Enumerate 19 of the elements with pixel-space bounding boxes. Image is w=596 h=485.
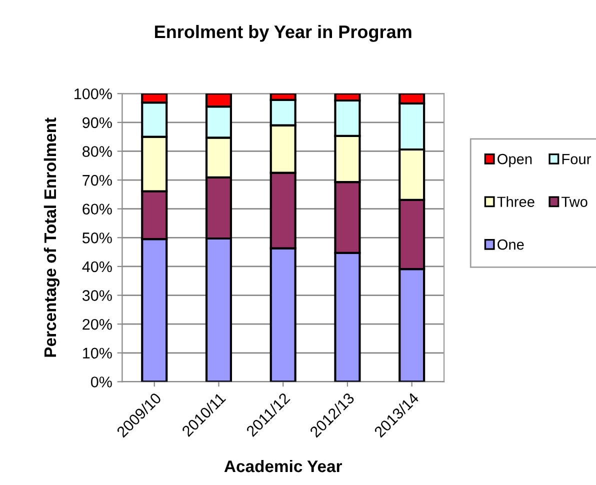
x-axis-title: Academic Year bbox=[224, 460, 342, 472]
y-tick-label: 70% bbox=[82, 174, 112, 186]
y-tick-label: 50% bbox=[82, 232, 112, 244]
y-tick-label: 20% bbox=[82, 318, 112, 330]
y-tick-label: 40% bbox=[82, 261, 112, 272]
y-tick-label: 80% bbox=[82, 146, 112, 157]
legend-label: Two bbox=[562, 196, 588, 207]
legend-label: Four bbox=[562, 154, 591, 164]
y-tick-label: 0% bbox=[90, 376, 112, 388]
legend-label: One bbox=[498, 239, 524, 250]
legend-label: Open bbox=[498, 154, 532, 168]
y-tick-label: 100% bbox=[74, 88, 112, 100]
y-tick-label: 60% bbox=[82, 204, 112, 215]
y-axis-title: Percentage of Total Enrolment bbox=[44, 118, 60, 357]
legend-label: Three bbox=[497, 196, 534, 207]
y-tick-label: 90% bbox=[82, 117, 112, 128]
y-tick-label: 30% bbox=[82, 290, 112, 301]
chart-title: Enrolment by Year in Program bbox=[155, 24, 412, 42]
y-tick-label: 10% bbox=[83, 348, 112, 359]
